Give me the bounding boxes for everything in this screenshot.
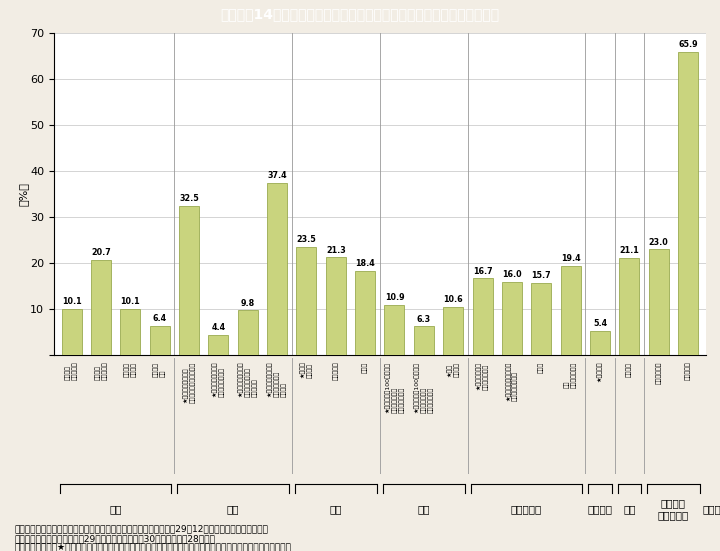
Text: 国会議員
（参議院）: 国会議員 （参議院） bbox=[94, 361, 107, 380]
Bar bbox=[649, 250, 669, 355]
Text: 23.5: 23.5 bbox=[297, 235, 316, 245]
Text: なお，★印は，第４次男女共同参画基本計画において当該項目が成果目標として掲げられているもの。: なお，★印は，第４次男女共同参画基本計画において当該項目が成果目標として掲げられ… bbox=[14, 543, 291, 551]
Bar bbox=[325, 257, 346, 355]
Bar bbox=[531, 283, 552, 355]
Text: ★都道府県における
本庁課室長相当職
以上の職員: ★都道府県における 本庁課室長相当職 以上の職員 bbox=[238, 361, 258, 397]
Text: ★農業
従業者員: ★農業 従業者員 bbox=[447, 361, 459, 377]
Text: ２．原則として平成29年値。ただし，＊は30年値，＊＊は28年値。: ２．原則として平成29年値。ただし，＊は30年値，＊＊は28年値。 bbox=[14, 534, 215, 543]
Text: 司法: 司法 bbox=[330, 504, 342, 514]
Text: 32.5: 32.5 bbox=[179, 194, 199, 203]
Text: 歯科医師＊＊: 歯科医師＊＊ bbox=[656, 361, 662, 384]
Bar bbox=[561, 266, 580, 355]
Text: 37.4: 37.4 bbox=[267, 171, 287, 180]
Text: ★都道府所行に係る
本庁課室長相当
職の職員: ★都道府所行に係る 本庁課室長相当 職の職員 bbox=[267, 361, 287, 397]
Text: 18.4: 18.4 bbox=[355, 259, 375, 268]
Text: 10.9: 10.9 bbox=[384, 294, 405, 302]
Text: 4.4: 4.4 bbox=[211, 323, 225, 332]
Bar bbox=[120, 309, 140, 355]
Bar bbox=[414, 326, 434, 355]
Bar bbox=[62, 309, 81, 355]
Text: ★自治会長: ★自治会長 bbox=[597, 361, 603, 382]
Text: 行政: 行政 bbox=[227, 504, 239, 514]
Bar bbox=[444, 306, 463, 355]
Text: 薬剤師＊＊: 薬剤師＊＊ bbox=[685, 361, 690, 380]
Bar bbox=[472, 278, 492, 355]
Text: 15.7: 15.7 bbox=[531, 271, 551, 280]
Text: 地域: 地域 bbox=[623, 504, 636, 514]
Text: 16.7: 16.7 bbox=[473, 267, 492, 276]
Bar bbox=[150, 326, 170, 355]
Bar bbox=[238, 310, 258, 355]
Bar bbox=[502, 282, 522, 355]
Text: 21.1: 21.1 bbox=[619, 246, 639, 256]
Text: 教育・研究: 教育・研究 bbox=[511, 504, 542, 514]
Text: 6.3: 6.3 bbox=[417, 315, 431, 323]
Text: 6.4: 6.4 bbox=[153, 314, 167, 323]
Bar bbox=[179, 206, 199, 355]
Text: 20.7: 20.7 bbox=[91, 249, 111, 257]
Text: ★国家公務員指導的
地位者（総合職試験）＊: ★国家公務員指導的 地位者（総合職試験）＊ bbox=[183, 361, 195, 403]
Text: ★民間企業（100人以上）
における管理職
（部長相当職）: ★民間企業（100人以上） における管理職 （部長相当職） bbox=[414, 361, 433, 413]
Text: 都道府県
知事: 都道府県 知事 bbox=[153, 361, 166, 377]
Bar bbox=[91, 260, 111, 355]
Text: 記者
（日本新聞社）: 記者 （日本新聞社） bbox=[564, 361, 577, 388]
Text: 21.3: 21.3 bbox=[326, 246, 346, 255]
Text: 16.0: 16.0 bbox=[502, 270, 522, 279]
Text: Ｉ－１－14図　各分野における主な「指導的地位」に女性が占める割合: Ｉ－１－14図 各分野における主な「指導的地位」に女性が占める割合 bbox=[220, 7, 500, 21]
Text: 5.4: 5.4 bbox=[593, 319, 607, 328]
Text: 10.6: 10.6 bbox=[444, 295, 463, 304]
Text: 医師＊＊: 医師＊＊ bbox=[626, 361, 632, 377]
Text: ★民間企業（100人以上）
における管理職
（課長相当職）: ★民間企業（100人以上） における管理職 （課長相当職） bbox=[384, 361, 404, 413]
Text: 研究者: 研究者 bbox=[539, 361, 544, 373]
Text: ★本省課室長相当職
以上の国家公務員: ★本省課室長相当職 以上の国家公務員 bbox=[212, 361, 225, 397]
Text: メディア: メディア bbox=[588, 504, 613, 514]
Bar bbox=[208, 335, 228, 355]
Text: 10.1: 10.1 bbox=[120, 297, 140, 306]
Text: 雇用: 雇用 bbox=[418, 504, 430, 514]
Bar bbox=[678, 52, 698, 355]
Bar bbox=[619, 258, 639, 355]
Text: 23.0: 23.0 bbox=[649, 237, 668, 247]
Text: 10.1: 10.1 bbox=[62, 297, 81, 306]
Text: 65.9: 65.9 bbox=[678, 40, 698, 49]
Text: ★初等中等教育
機関の教頭以上: ★初等中等教育 機関の教頭以上 bbox=[476, 361, 489, 390]
Text: 国会議員
（衆議院）: 国会議員 （衆議院） bbox=[66, 361, 78, 380]
Text: 裁判官＊＊: 裁判官＊＊ bbox=[333, 361, 338, 380]
Text: その他の
専門的職業: その他の 専門的職業 bbox=[657, 498, 689, 520]
Bar bbox=[297, 247, 316, 355]
Y-axis label: （%）: （%） bbox=[19, 182, 29, 206]
Text: 19.4: 19.4 bbox=[561, 255, 580, 263]
Text: 政治: 政治 bbox=[109, 504, 122, 514]
Text: ★大学教授等（学長、
副学長及び教授）: ★大学教授等（学長、 副学長及び教授） bbox=[505, 361, 518, 401]
Text: 都道府県
議会議員: 都道府県 議会議員 bbox=[124, 361, 137, 377]
Bar bbox=[590, 331, 610, 355]
Text: 弁護士: 弁護士 bbox=[362, 361, 368, 373]
Text: （備考）１．内閣府「女性の政策・方針決定参画状況調べ」（平成29年12月）より一部情報を更新。: （備考）１．内閣府「女性の政策・方針決定参画状況調べ」（平成29年12月）より一… bbox=[14, 525, 269, 533]
Text: ★検察官
（検事）: ★検察官 （検事） bbox=[300, 361, 312, 379]
Text: （分野）: （分野） bbox=[703, 504, 720, 514]
Bar bbox=[267, 183, 287, 355]
Bar bbox=[384, 305, 405, 355]
Bar bbox=[355, 271, 375, 355]
Text: 9.8: 9.8 bbox=[240, 299, 255, 307]
